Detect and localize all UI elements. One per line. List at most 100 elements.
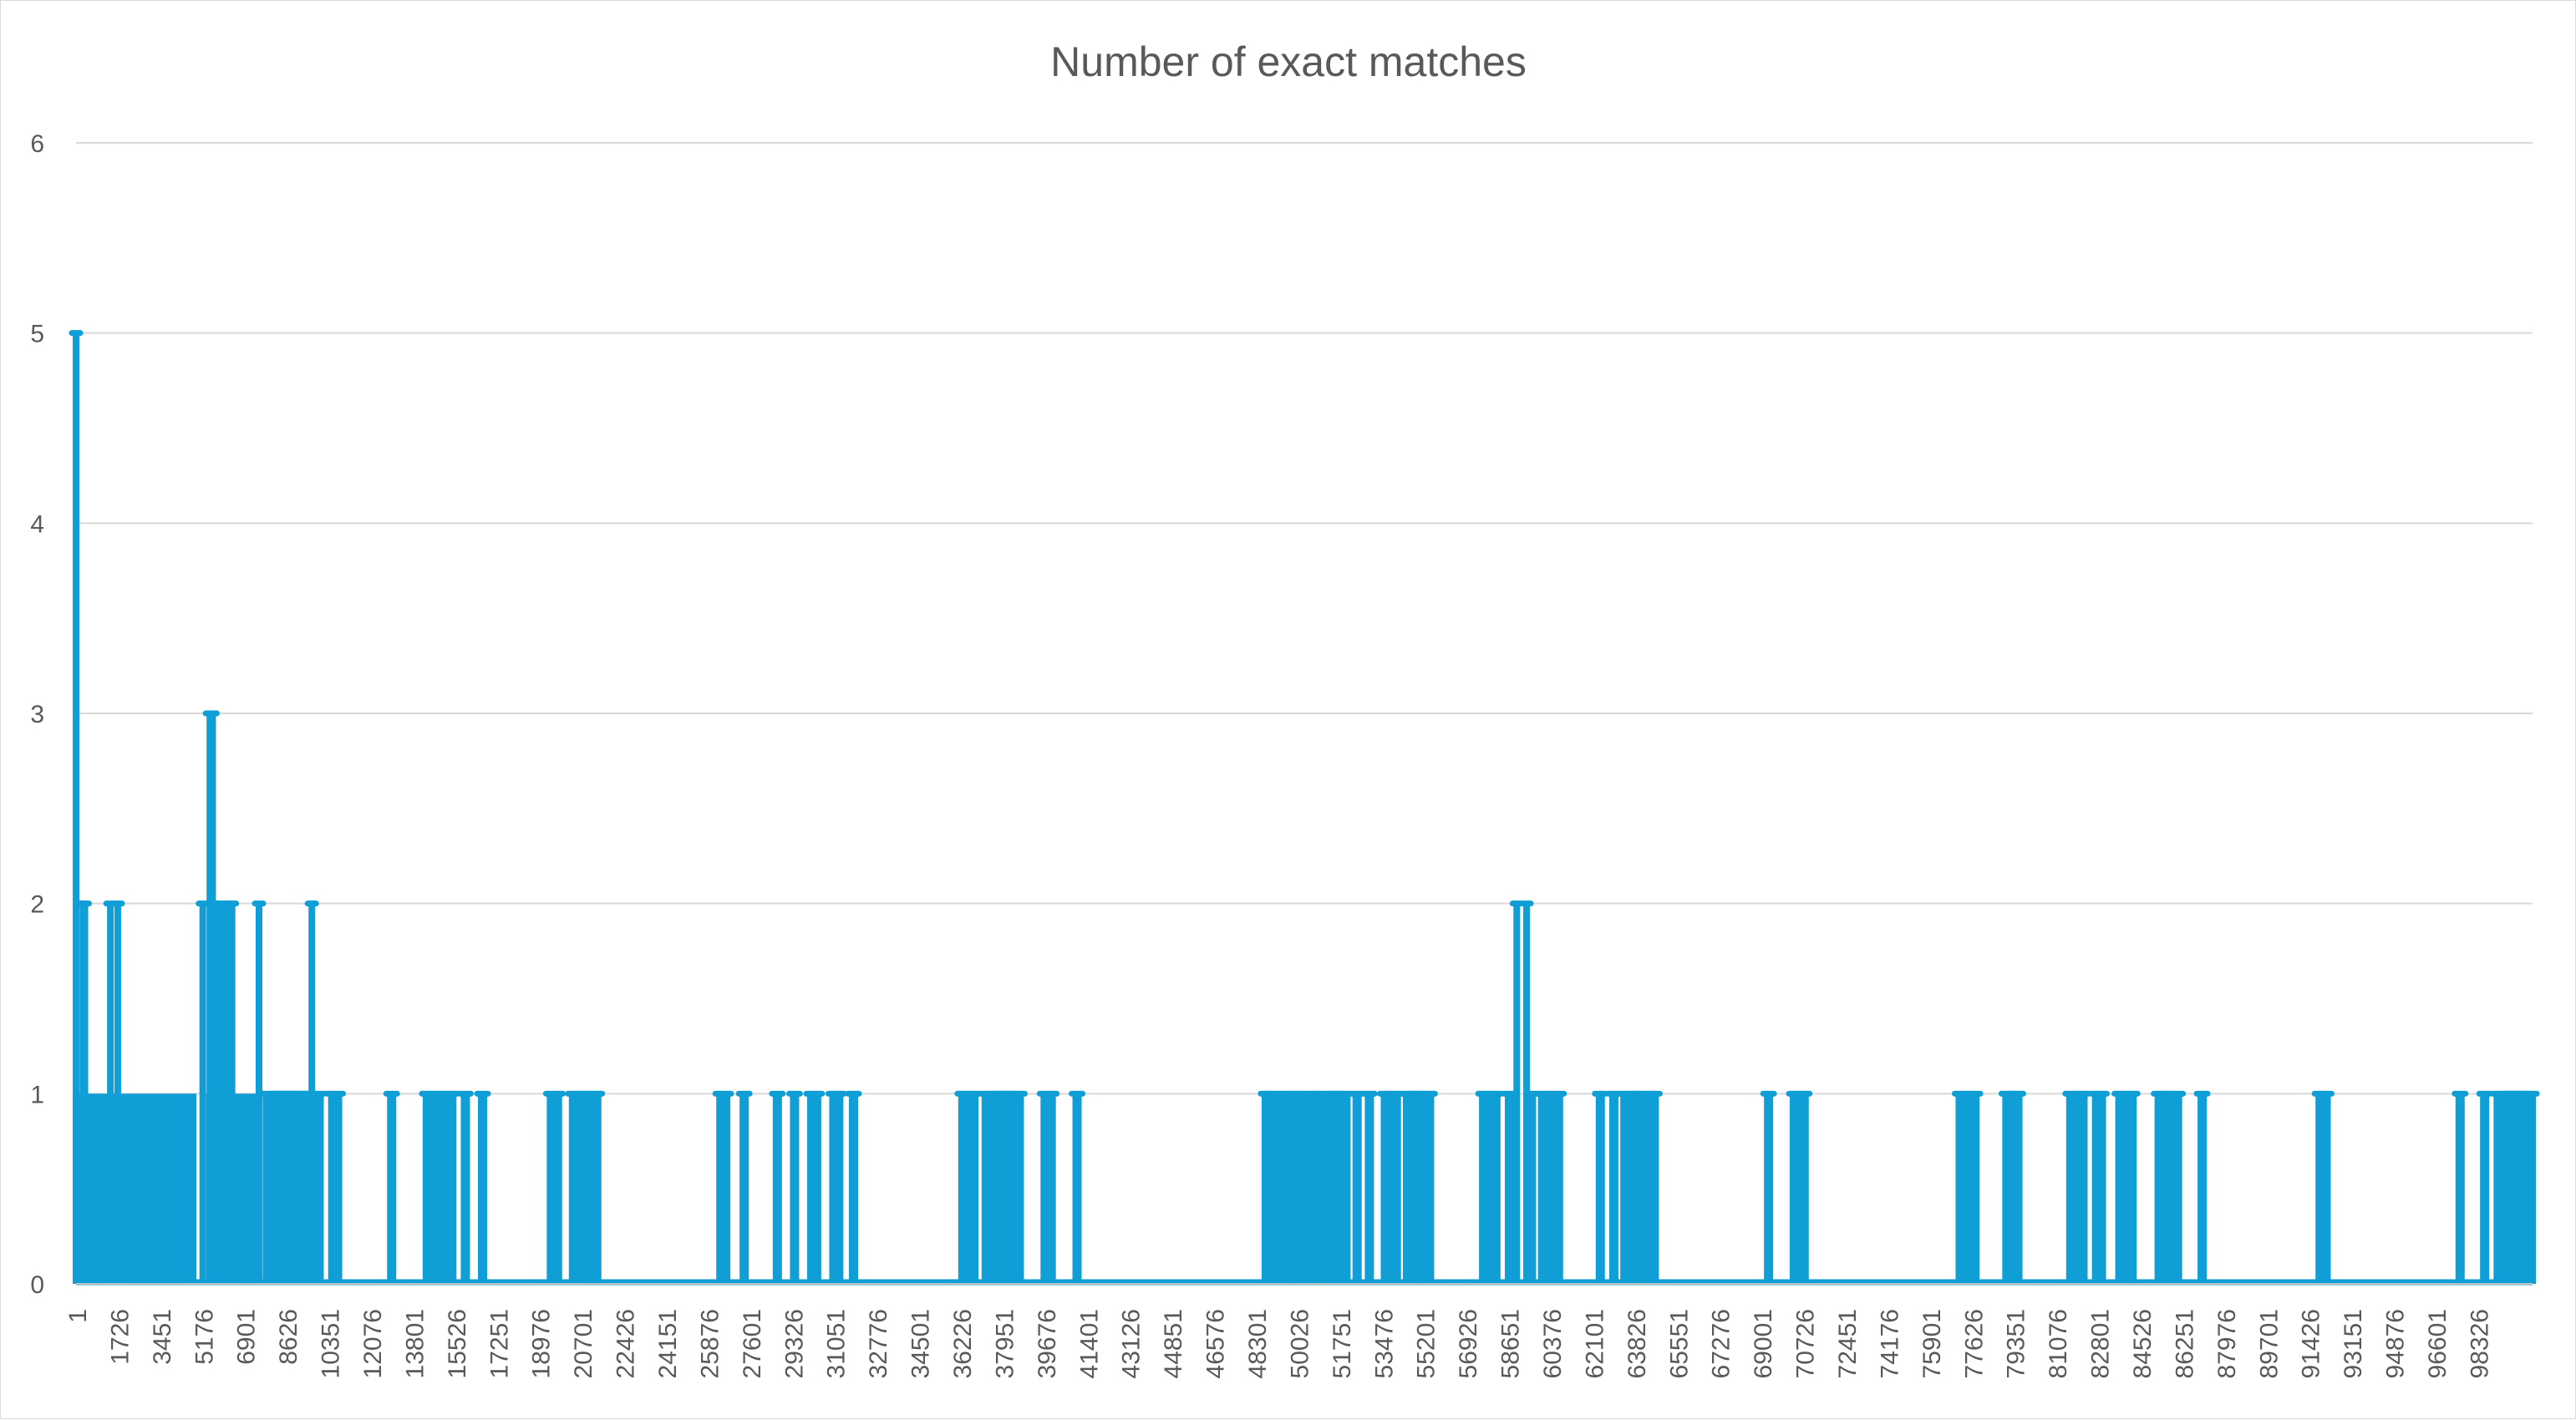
- data-point: [1799, 1093, 1809, 1284]
- data-point: [1307, 1093, 1317, 1284]
- data-point: [1491, 1093, 1501, 1284]
- data-point: [460, 1093, 470, 1284]
- x-tick-label: 36226: [949, 1309, 977, 1378]
- data-point: [429, 1093, 439, 1284]
- data-point: [587, 1093, 597, 1284]
- data-point: [2154, 1093, 2164, 1284]
- data-point: [1324, 1093, 1334, 1284]
- x-tick-label: 74176: [1876, 1309, 1903, 1378]
- data-point: [1649, 1093, 1659, 1284]
- x-tick-label: 96601: [2424, 1309, 2452, 1378]
- data-point: [1637, 1093, 1647, 1284]
- data-point: [1341, 1093, 1351, 1284]
- data-point: [1335, 1093, 1345, 1284]
- data-point: [2455, 1093, 2465, 1284]
- x-tick-label: 60376: [1539, 1309, 1567, 1378]
- data-point: [1545, 1093, 1555, 1284]
- x-tick-label: 75901: [1918, 1309, 1946, 1378]
- data-point: [1961, 1093, 1971, 1284]
- data-point: [552, 1093, 562, 1284]
- data-point: [214, 903, 221, 1284]
- data-point: [592, 1093, 602, 1284]
- x-tick-label: 82801: [2087, 1309, 2115, 1378]
- data-point: [1287, 1093, 1297, 1284]
- y-tick-label: 4: [30, 510, 44, 538]
- y-axis-labels: 0 1 2 3 4 5 6: [30, 130, 44, 1299]
- x-tick-label: 5176: [191, 1309, 218, 1365]
- data-point: [2078, 1093, 2088, 1284]
- x-tick-label: 93151: [2340, 1309, 2367, 1378]
- x-tick-label: 43126: [1118, 1309, 1146, 1378]
- data-point: [301, 1093, 311, 1284]
- x-tick-label: 3451: [149, 1309, 176, 1365]
- data-point: [478, 1093, 488, 1284]
- data-point: [1040, 1093, 1050, 1284]
- data-point: [721, 1093, 731, 1284]
- x-tick-label: 13801: [401, 1309, 429, 1378]
- x-tick-label: 12076: [359, 1309, 387, 1378]
- x-tick-label: 81076: [2045, 1309, 2072, 1378]
- data-point: [1281, 1093, 1291, 1284]
- data-point: [581, 1093, 591, 1284]
- data-point: [2517, 1093, 2527, 1284]
- data-point: [575, 1093, 585, 1284]
- data-point: [739, 1093, 749, 1284]
- data-point: [442, 1093, 452, 1284]
- gridlines: [76, 142, 2533, 1095]
- x-tick-label: 25876: [696, 1309, 724, 1378]
- data-point: [993, 1093, 1003, 1284]
- data-point: [1537, 1093, 1547, 1284]
- x-tick-label: 94876: [2382, 1309, 2410, 1378]
- y-tick-label: 3: [30, 701, 44, 728]
- data-point: [1485, 1093, 1495, 1284]
- data-point: [199, 903, 206, 1284]
- data-point: [1409, 1093, 1419, 1284]
- chart-title: Number of exact matches: [1050, 38, 1527, 85]
- x-tick-label: 8626: [275, 1309, 302, 1365]
- x-tick-label: 77626: [1960, 1309, 1988, 1378]
- data-point: [988, 1093, 998, 1284]
- data-point: [2499, 1093, 2509, 1284]
- data-point: [834, 1093, 844, 1284]
- data-point: [1391, 1093, 1401, 1284]
- x-tick-label: 55201: [1413, 1309, 1440, 1378]
- data-point: [223, 903, 231, 1284]
- data-point: [1299, 1093, 1309, 1284]
- y-tick-label: 5: [30, 321, 44, 348]
- data-point: [1261, 1093, 1271, 1284]
- data-point: [1955, 1093, 1965, 1284]
- data-point: [1527, 1093, 1537, 1284]
- data-point: [2121, 1093, 2131, 1284]
- x-tick-label: 50026: [1286, 1309, 1313, 1378]
- x-tick-label: 86251: [2171, 1309, 2198, 1378]
- data-point: [2115, 1093, 2125, 1284]
- x-tick-label: 10351: [318, 1309, 345, 1378]
- data-point: [422, 1093, 432, 1284]
- x-tick-label: 62101: [1581, 1309, 1608, 1378]
- y-tick-label: 0: [30, 1271, 44, 1299]
- data-point: [447, 1093, 457, 1284]
- x-tick-label: 53476: [1370, 1309, 1398, 1378]
- data-point: [2315, 1093, 2325, 1284]
- x-tick-label: 20701: [570, 1309, 597, 1378]
- data-point: [963, 1093, 973, 1284]
- data-point: [2172, 1093, 2182, 1284]
- data-point: [1266, 1093, 1276, 1284]
- data-point: [1970, 1093, 1980, 1284]
- data-point: [256, 903, 263, 1284]
- dense-region: [76, 1093, 197, 1284]
- x-tick-label: 1: [64, 1309, 92, 1323]
- data-point: [1764, 1093, 1774, 1284]
- series-line: [69, 330, 2540, 1286]
- data-point: [228, 903, 236, 1284]
- data-point: [2522, 1093, 2532, 1284]
- data-point: [1794, 1093, 1804, 1284]
- data-point: [2065, 1093, 2076, 1284]
- x-tick-label: 69001: [1750, 1309, 1777, 1378]
- data-point: [1046, 1093, 1056, 1284]
- x-tick-label: 84526: [2129, 1309, 2157, 1378]
- data-point: [1553, 1093, 1563, 1284]
- data-point: [1425, 1093, 1435, 1284]
